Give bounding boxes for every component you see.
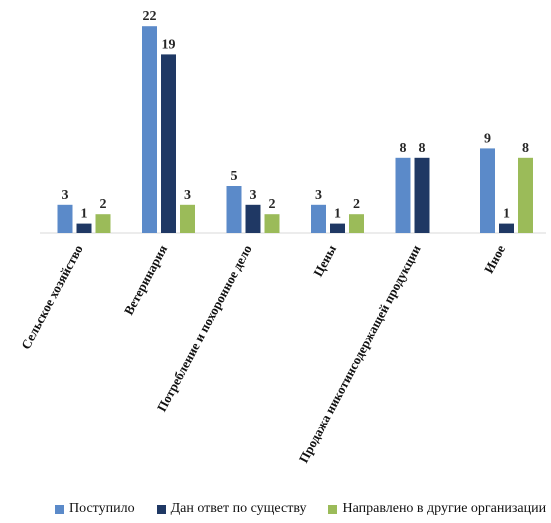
bar-prices-forwarded (349, 214, 364, 233)
bar-nicotine-sales-received (395, 157, 411, 233)
category-label-veterinary: Ветеринария (121, 242, 170, 317)
data-label-agriculture-received: 3 (62, 188, 69, 203)
bar-veterinary-forwarded (180, 204, 195, 233)
category-labels-layer: Сельское хозяйство ВетеринарияПотребление… (18, 242, 508, 465)
data-label-consumption-funeral-answered: 3 (250, 188, 257, 203)
data-label-veterinary-answered: 19 (162, 37, 176, 52)
data-label-prices-answered: 1 (334, 207, 341, 222)
category-label-other: Иное (481, 242, 508, 276)
category-label-prices: Цены (310, 242, 339, 279)
legend-swatch-received (55, 504, 64, 514)
legend-swatch-answered (156, 504, 166, 514)
bar-consumption-funeral-received (226, 186, 242, 233)
bar-other-answered (499, 223, 514, 233)
bar-prices-answered (330, 223, 345, 233)
data-label-consumption-funeral-received: 5 (231, 169, 238, 184)
data-label-consumption-funeral-forwarded: 2 (269, 197, 276, 212)
category-label-consumption-funeral: Потребление и похоронное дело (154, 242, 255, 414)
legend: Поступило Дан ответ по существу Направле… (55, 500, 546, 518)
data-label-nicotine-sales-received: 8 (400, 141, 407, 156)
legend-label-forwarded: Направлено в другие организации (342, 501, 547, 516)
data-label-veterinary-received: 22 (143, 9, 157, 24)
data-label-agriculture-forwarded: 2 (100, 197, 107, 212)
legend-item-forwarded: Направлено в другие организации (328, 501, 546, 517)
data-label-other-answered: 1 (503, 207, 510, 222)
legend-item-answered: Дан ответ по существу (156, 501, 307, 517)
bar-agriculture-received (57, 204, 73, 233)
bar-nicotine-sales-answered (414, 157, 430, 233)
data-label-nicotine-sales-answered: 8 (419, 141, 426, 156)
data-label-prices-received: 3 (315, 188, 322, 203)
legend-label-answered: Дан ответ по существу (170, 501, 307, 516)
data-label-other-received: 9 (484, 131, 491, 146)
bar-consumption-funeral-forwarded (264, 214, 280, 233)
bar-agriculture-answered (76, 223, 92, 233)
bar-veterinary-received (142, 26, 157, 234)
data-label-other-forwarded: 8 (522, 141, 529, 156)
bar-veterinary-answered (161, 54, 176, 234)
category-label-agriculture: Сельское хозяйство (18, 242, 86, 351)
bar-other-received (480, 148, 495, 233)
bar-prices-received (311, 204, 326, 233)
data-label-prices-forwarded: 2 (353, 197, 360, 212)
bars-layer (57, 26, 533, 234)
bar-agriculture-forwarded (95, 214, 111, 233)
legend-item-received: Поступило (55, 501, 135, 517)
data-label-veterinary-forwarded: 3 (184, 188, 191, 203)
bar-consumption-funeral-answered (245, 204, 261, 233)
data-label-agriculture-answered: 1 (81, 207, 88, 222)
bar-other-forwarded (518, 157, 533, 233)
legend-label-received: Поступило (69, 501, 135, 516)
legend-swatch-forwarded (328, 504, 338, 514)
